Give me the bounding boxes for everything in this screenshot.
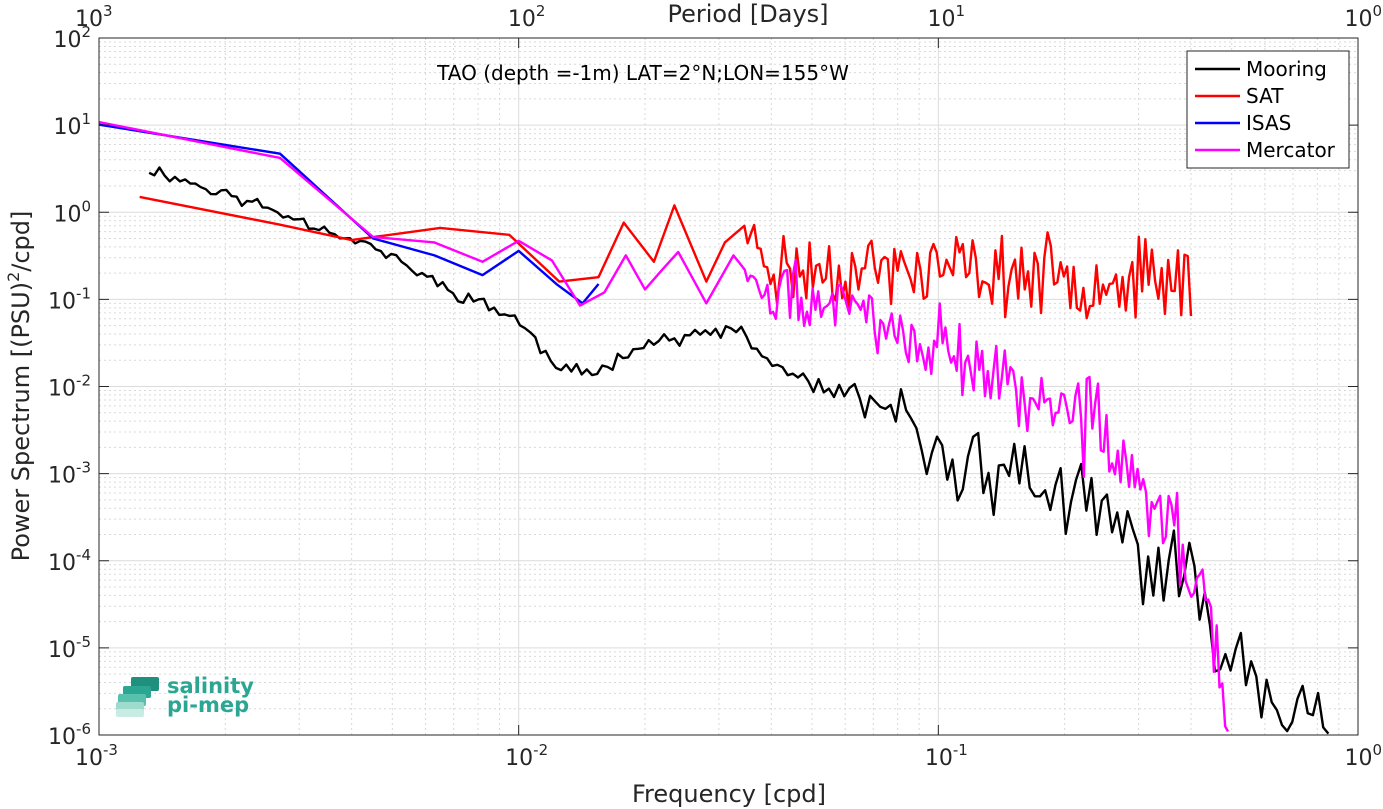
y-tick-label: 10-3 (48, 459, 91, 489)
top-tick-label: 101 (928, 2, 966, 32)
y-tick-label: 101 (53, 110, 91, 140)
x-tick-label: 100 (1344, 741, 1382, 771)
x-tick-label: 10-1 (925, 741, 968, 771)
top-tick-labels: 103 102 101 100 (75, 2, 1382, 32)
legend-box (1186, 50, 1350, 169)
series-line-sat (139, 195, 1193, 320)
legend-label-mercator: Mercator (1246, 138, 1336, 162)
logo-mark-icon (116, 677, 159, 717)
x-tick-label: 10-2 (505, 741, 548, 771)
y-tick-label: 10-6 (48, 720, 91, 750)
logo-line-2: pi-mep (167, 693, 249, 717)
series-layer (99, 120, 1330, 735)
legend: Mooring SAT ISAS Mercator (1186, 50, 1350, 169)
y-tick-label: 10-2 (48, 372, 91, 402)
legend-label-isas: ISAS (1246, 111, 1291, 135)
x-tick-label: 10-3 (75, 741, 118, 771)
legend-label-mooring: Mooring (1246, 57, 1327, 81)
y-tick-label: 10-5 (48, 633, 91, 663)
y-axis-title: Power Spectrum [(PSU)2/cpd] (4, 211, 35, 562)
y-tick-label: 100 (53, 197, 91, 227)
x-axis-title: Frequency [cpd] (632, 780, 826, 808)
top-tick-label: 103 (75, 2, 113, 32)
series-line-mercator (99, 120, 1230, 733)
logo-line-1: salinity (167, 674, 254, 698)
y-axis-title-base: Power Spectrum [(PSU) (7, 282, 35, 561)
x-tick-labels: 10-3 10-2 10-1 100 (75, 741, 1382, 771)
top-axis-title: Period [Days] (667, 0, 828, 28)
y-tick-label: 10-4 (48, 546, 91, 576)
chart-annotation: TAO (depth =-1m) LAT=2°N;LON=155°W (436, 61, 849, 85)
legend-label-sat: SAT (1246, 84, 1284, 108)
top-tick-label: 102 (508, 2, 546, 32)
axis-ticks (98, 37, 1359, 736)
y-tick-label: 102 (53, 23, 91, 53)
y-tick-labels: 102 101 100 10-1 10-2 10-3 10-4 10-5 10-6 (48, 23, 91, 750)
y-tick-label: 10-1 (48, 284, 91, 314)
y-axis-title-superscript: 2 (4, 272, 23, 282)
salinity-pi-mep-logo: salinity pi-mep (116, 674, 254, 717)
y-axis-title-tail: /cpd] (7, 211, 35, 272)
top-tick-label: 100 (1344, 2, 1382, 32)
